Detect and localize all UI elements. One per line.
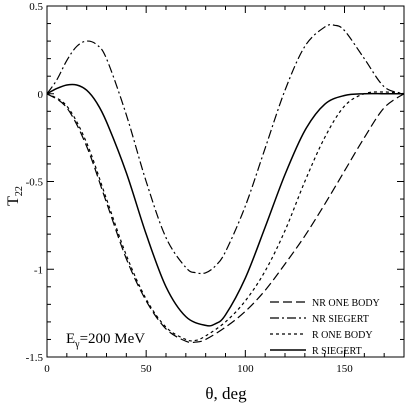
- y-axis-title-sub: 22: [14, 186, 25, 196]
- plot-frame: [46, 5, 405, 358]
- legend: NR ONE BODY NR SIEGERT R ONE BODY R SIEGERT: [270, 298, 380, 357]
- energy-annotation: Eγ=200 MeV: [66, 331, 145, 350]
- legend-label-r-siegert: R SIEGERT: [312, 346, 362, 357]
- y-axis-title: T22: [5, 186, 25, 206]
- x-axis-title: θ, deg: [205, 384, 247, 403]
- x-tick-label: 50: [141, 363, 153, 375]
- y-tick-label: -1: [34, 264, 43, 276]
- legend-label-nr-one-body: NR ONE BODY: [312, 298, 380, 309]
- label-layer: 0 50 100 150 0.5 0 -0.5 -1 -1.5: [26, 1, 354, 375]
- energy-annotation-suffix: =200 MeV: [80, 331, 146, 347]
- series-line-nr-siegert: [46, 24, 405, 275]
- y-tick-label: -1.5: [26, 352, 44, 364]
- y-tick-label: -0.5: [26, 177, 44, 189]
- series-layer: [46, 24, 405, 344]
- y-axis-title-main: T: [5, 196, 22, 206]
- x-tick-label: 0: [44, 363, 50, 375]
- x-tick-label: 100: [237, 363, 254, 375]
- series-line-r-siegert: [46, 83, 404, 327]
- y-tick-label: 0.5: [29, 1, 43, 13]
- x-tick-label: 150: [336, 363, 353, 375]
- energy-annotation-sub: γ: [74, 339, 80, 350]
- series-line-nr-one-body: [46, 93, 405, 344]
- legend-label-r-one-body: R ONE BODY: [312, 330, 373, 341]
- legend-label-nr-siegert: NR SIEGERT: [312, 314, 369, 325]
- y-tick-label: 0: [38, 89, 44, 101]
- energy-annotation-prefix: E: [66, 331, 75, 347]
